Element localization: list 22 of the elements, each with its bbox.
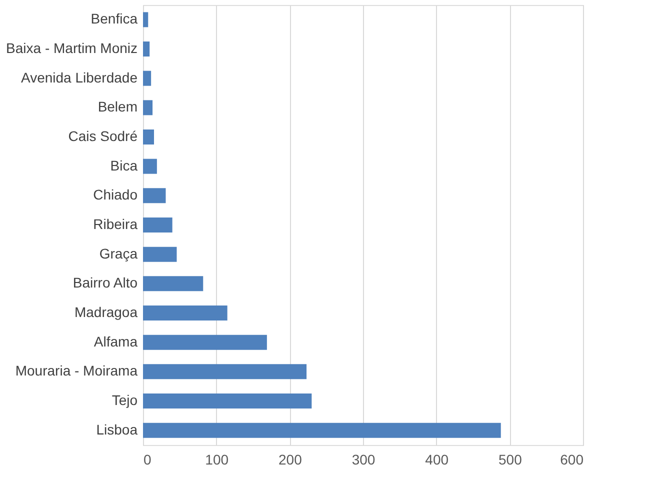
y-tick-label: Chiado — [93, 186, 138, 203]
y-tick-label: Ribeira — [93, 216, 138, 232]
y-tick-label: Benfica — [90, 10, 138, 27]
y-tick-label: Baixa - Martim Moniz — [6, 40, 138, 56]
y-tick-label: Madragoa — [74, 304, 138, 320]
x-tick-label: 600 — [560, 452, 584, 468]
x-tick-label: 400 — [425, 452, 449, 468]
y-tick-label: Cais Sodré — [68, 128, 138, 144]
y-tick-label: Avenida Liberdade — [20, 69, 138, 86]
x-tick-label: 200 — [278, 452, 302, 468]
y-tick-label: Lisboa — [96, 421, 138, 438]
x-tick-label: 500 — [498, 452, 522, 468]
y-tick-label: Belem — [98, 98, 138, 115]
y-tick-label: Graça — [99, 245, 138, 262]
y-tick-label: Alfama — [94, 333, 138, 350]
y-tick-label: Bica — [110, 157, 138, 174]
x-tick-label: 300 — [352, 452, 376, 468]
x-tick-label: 100 — [205, 452, 229, 468]
y-tick-label: Bairro Alto — [72, 274, 138, 291]
x-tick-label: 0 — [144, 452, 152, 468]
y-tick-label: Mouraria - Moirama — [15, 362, 138, 379]
y-tick-label: Tejo — [112, 392, 138, 408]
